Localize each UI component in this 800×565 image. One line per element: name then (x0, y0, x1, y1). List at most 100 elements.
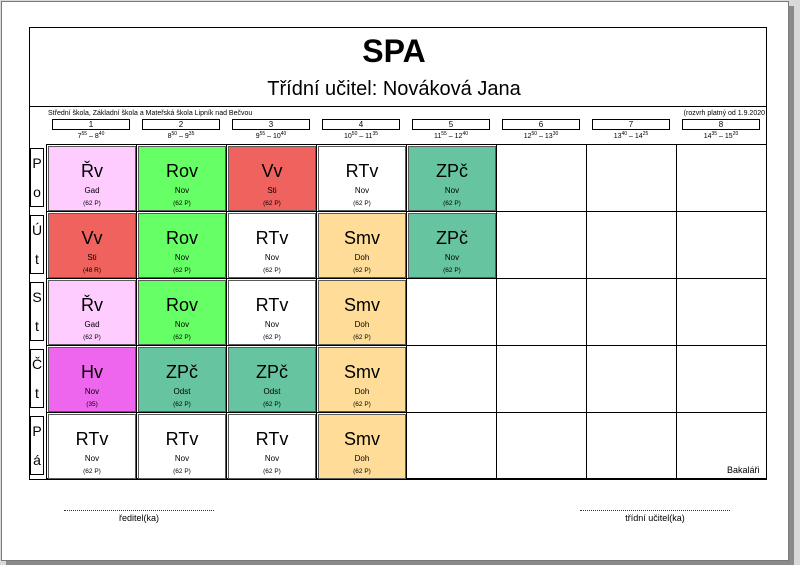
lesson-cell: Řv Gad (62 P) (48, 146, 136, 211)
grid-row-line (46, 278, 767, 279)
header-divider (30, 106, 766, 107)
lesson-cell: ZPč Odst (62 P) (138, 347, 226, 412)
day-letter: t (35, 317, 39, 334)
period-number: 7 (592, 119, 670, 130)
class-teacher-signature: třídní učitel(ka) (580, 510, 730, 523)
day-letter: á (33, 451, 41, 468)
lesson-room: (62 P) (263, 401, 281, 408)
period-number: 4 (322, 119, 400, 130)
lesson-room: (62 P) (83, 200, 101, 207)
period-1: 1 755 – 840 (46, 119, 136, 143)
period-time: 1435 – 1520 (703, 131, 739, 140)
lesson-cell: RTv Nov (62 P) (318, 146, 406, 211)
lesson-room: (62 P) (443, 267, 461, 274)
time-minutes: 50 (351, 131, 358, 137)
director-signature: ředitel(ka) (64, 510, 214, 523)
lesson-subject: Smv (344, 429, 380, 449)
grid-column-line (676, 144, 677, 479)
lesson-subject: Rov (165, 295, 198, 315)
lesson-cell: ZPč Nov (62 P) (408, 146, 496, 211)
time-minutes: 35 (711, 131, 718, 137)
signature-line (580, 510, 730, 511)
period-time: 955 – 1040 (255, 131, 287, 140)
lesson-teacher: Doh (354, 387, 370, 396)
time-minutes: 40 (462, 131, 468, 137)
lesson-room: (62 P) (83, 468, 101, 475)
lesson-room: (62 P) (353, 267, 371, 274)
grid-column-line (136, 144, 137, 479)
day-letter: t (35, 384, 39, 401)
lesson-subject: Smv (344, 228, 380, 248)
lesson-room: (35) (86, 401, 98, 408)
period-3: 3 955 – 1040 (226, 119, 316, 143)
lesson-teacher: Nov (264, 454, 280, 463)
lesson-subject: ZPč (435, 161, 468, 181)
lesson-subject: RTv (75, 429, 109, 449)
lesson-teacher: Doh (354, 253, 370, 262)
period-8: 8 1435 – 1520 (676, 119, 766, 143)
day-letter: Č (31, 356, 43, 373)
lesson-subject: RTv (345, 161, 379, 181)
time-minutes: 30 (552, 131, 559, 137)
lesson-subject: Smv (344, 295, 380, 315)
lesson-room: (62 P) (263, 334, 281, 341)
time-minutes: 35 (372, 131, 378, 137)
period-number: 3 (232, 119, 310, 130)
lesson-cell: Hv Nov (35) (48, 347, 136, 412)
lesson-subject: RTv (255, 228, 289, 248)
lesson-room: (62 P) (173, 334, 191, 341)
lesson-subject: ZPč (435, 228, 468, 248)
lesson-cell: Smv Doh (62 P) (318, 347, 406, 412)
lesson-room: (62 P) (263, 200, 281, 207)
lesson-subject: Vv (81, 228, 103, 248)
lesson-cell: Vv Sti (48 R) (48, 213, 136, 278)
grid-row-line (46, 345, 767, 346)
lesson-teacher: Nov (354, 186, 370, 195)
lesson-subject: RTv (255, 295, 289, 315)
time-minutes: 40 (98, 131, 105, 137)
time-minutes: 50 (171, 131, 178, 137)
lesson-cell: ZPč Nov (62 P) (408, 213, 496, 278)
lesson-subject: Smv (344, 362, 380, 382)
lesson-teacher: Nov (444, 186, 460, 195)
day-letter: Ú (31, 222, 43, 239)
time-minutes: 20 (732, 131, 739, 137)
lesson-cell: Vv Sti (62 P) (228, 146, 316, 211)
lesson-cell: ZPč Odst (62 P) (228, 347, 316, 412)
period-number: 5 (412, 119, 490, 130)
page-shadow-right (789, 6, 794, 562)
lesson-cell: Smv Doh (62 P) (318, 414, 406, 479)
lesson-teacher: Odst (173, 387, 191, 396)
lesson-cell: Rov Nov (62 P) (138, 213, 226, 278)
lesson-room: (62 P) (353, 200, 371, 207)
lesson-subject: Řv (81, 161, 103, 181)
period-number: 6 (502, 119, 580, 130)
lesson-room: (62 P) (353, 401, 371, 408)
lesson-room: (48 R) (82, 267, 102, 274)
lesson-teacher: Nov (174, 320, 190, 329)
period-time: 1050 – 1135 (344, 131, 378, 140)
lesson-room: (62 P) (263, 468, 281, 475)
lesson-subject: Vv (261, 161, 283, 181)
lesson-subject: ZPč (255, 362, 288, 382)
lesson-teacher: Nov (174, 186, 190, 195)
software-logo: Bakaláři (727, 465, 760, 475)
grid-column-line (496, 144, 497, 479)
lesson-subject: RTv (165, 429, 199, 449)
lesson-room: (62 P) (263, 267, 281, 274)
lesson-room: (62 P) (173, 468, 191, 475)
period-5: 5 1155 – 1240 (406, 119, 496, 143)
period-4: 4 1050 – 1135 (316, 119, 406, 143)
lesson-cell: RTv Nov (62 P) (48, 414, 136, 479)
lesson-cell: Smv Doh (62 P) (318, 213, 406, 278)
time-minutes: 35 (188, 131, 195, 137)
lesson-cell: RTv Nov (62 P) (228, 280, 316, 345)
lesson-teacher: Nov (264, 320, 280, 329)
lesson-cell: Smv Doh (62 P) (318, 280, 406, 345)
lesson-teacher: Nov (174, 253, 190, 262)
day-letter: t (35, 250, 39, 267)
lesson-teacher: Sti (267, 186, 277, 195)
lesson-room: (62 P) (353, 468, 371, 475)
period-number: 1 (52, 119, 130, 130)
